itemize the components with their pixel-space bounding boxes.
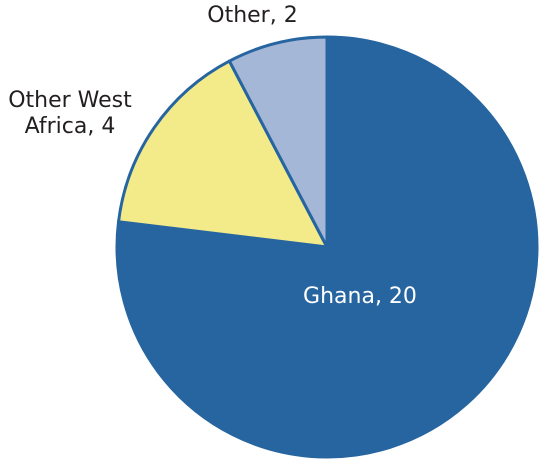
slice-label: Ghana, 20 — [303, 284, 417, 309]
pie-slice — [115, 35, 539, 459]
slice-label: Other West Africa, 4 — [8, 88, 132, 139]
pie-slice — [117, 59, 329, 249]
slice-label: Other, 2 — [207, 3, 298, 28]
pie-slice — [227, 35, 329, 249]
